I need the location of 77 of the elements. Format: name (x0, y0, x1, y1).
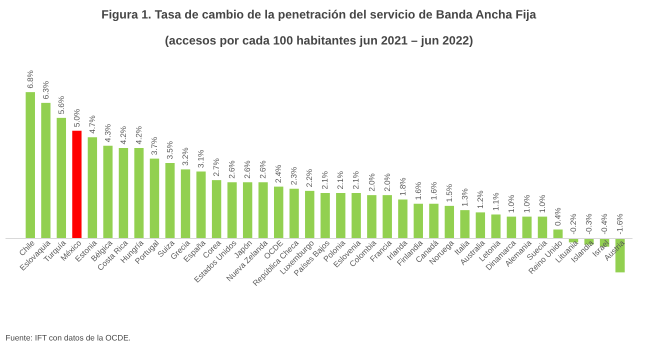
bar (444, 206, 454, 238)
data-label: 1.1% (491, 192, 500, 211)
data-label: 2.1% (336, 171, 346, 190)
bar (150, 158, 160, 238)
data-label: 1.0% (506, 194, 516, 214)
data-label: 1.6% (429, 182, 438, 200)
bar (274, 186, 284, 238)
data-label: 3.1% (196, 150, 206, 168)
data-label: 1.6% (414, 182, 423, 200)
data-label: 2.4% (274, 164, 284, 183)
data-label: 2.6% (243, 160, 252, 179)
data-label: 4.2% (134, 126, 144, 144)
bar (538, 216, 548, 238)
data-label: 3.7% (150, 136, 159, 156)
bar (134, 148, 144, 238)
bar (103, 146, 113, 238)
data-label: 2.1% (320, 171, 330, 190)
bar (72, 130, 82, 238)
source-note: Fuente: IFT con datos de la OCDE. (6, 334, 131, 342)
bar (398, 199, 408, 238)
data-label: -0.3% (584, 214, 594, 234)
data-label: -0.2% (569, 214, 578, 234)
bar (522, 216, 532, 238)
bar (196, 172, 206, 238)
bar (414, 204, 423, 238)
data-label: 6.8% (26, 70, 35, 89)
bar (553, 230, 563, 238)
bar (506, 216, 516, 238)
bar (367, 195, 376, 238)
data-label: 5.6% (56, 96, 66, 114)
bar (429, 204, 438, 238)
data-label: 1.0% (522, 194, 532, 214)
data-label: -1.6% (616, 214, 625, 234)
bar (305, 190, 314, 238)
bar (320, 193, 330, 238)
data-label: 2.3% (290, 166, 299, 186)
bar (242, 182, 252, 238)
bar (118, 148, 128, 238)
bar (26, 92, 35, 238)
bar (88, 137, 98, 238)
data-label: 2.7% (212, 158, 222, 177)
data-label: 3.2% (181, 148, 190, 166)
data-label: -0.4% (600, 214, 610, 234)
bar (460, 210, 470, 238)
data-label: 6.3% (41, 81, 50, 100)
data-label: 1.8% (398, 178, 408, 196)
data-label: 4.3% (103, 124, 112, 142)
chart-title: Figura 1. Tasa de cambio de la penetración del servicio de Banda Ancha Fija (101, 8, 537, 22)
data-label: 0.4% (554, 208, 563, 226)
data-label: 1.3% (460, 188, 470, 207)
bar (258, 182, 268, 238)
data-label: 4.2% (118, 126, 128, 144)
data-label: 2.0% (382, 173, 392, 192)
data-label: 3.5% (166, 141, 175, 160)
chart-subtitle: (accesos por cada 100 habitantes jun 2021 – jun 2022) (164, 34, 474, 48)
data-label: 1.5% (444, 184, 454, 202)
bar (212, 180, 222, 238)
data-label: 2.6% (258, 160, 268, 179)
bar (491, 214, 501, 238)
bar (180, 169, 190, 238)
bar (476, 212, 486, 238)
data-label: 5.0% (72, 108, 82, 128)
data-label: 2.6% (228, 160, 237, 179)
data-label: 2.0% (367, 173, 376, 192)
data-label: 4.7% (88, 115, 97, 134)
bar (382, 195, 392, 238)
bar (41, 102, 51, 238)
data-label: 2.2% (305, 169, 314, 188)
data-label: 1.0% (538, 194, 547, 214)
bar (227, 182, 237, 238)
data-label: 2.1% (352, 171, 361, 190)
bar (352, 193, 361, 238)
data-label: 1.2% (476, 190, 485, 209)
bar (56, 118, 66, 238)
bar (336, 193, 346, 238)
bar (290, 188, 299, 238)
bar (165, 162, 175, 238)
